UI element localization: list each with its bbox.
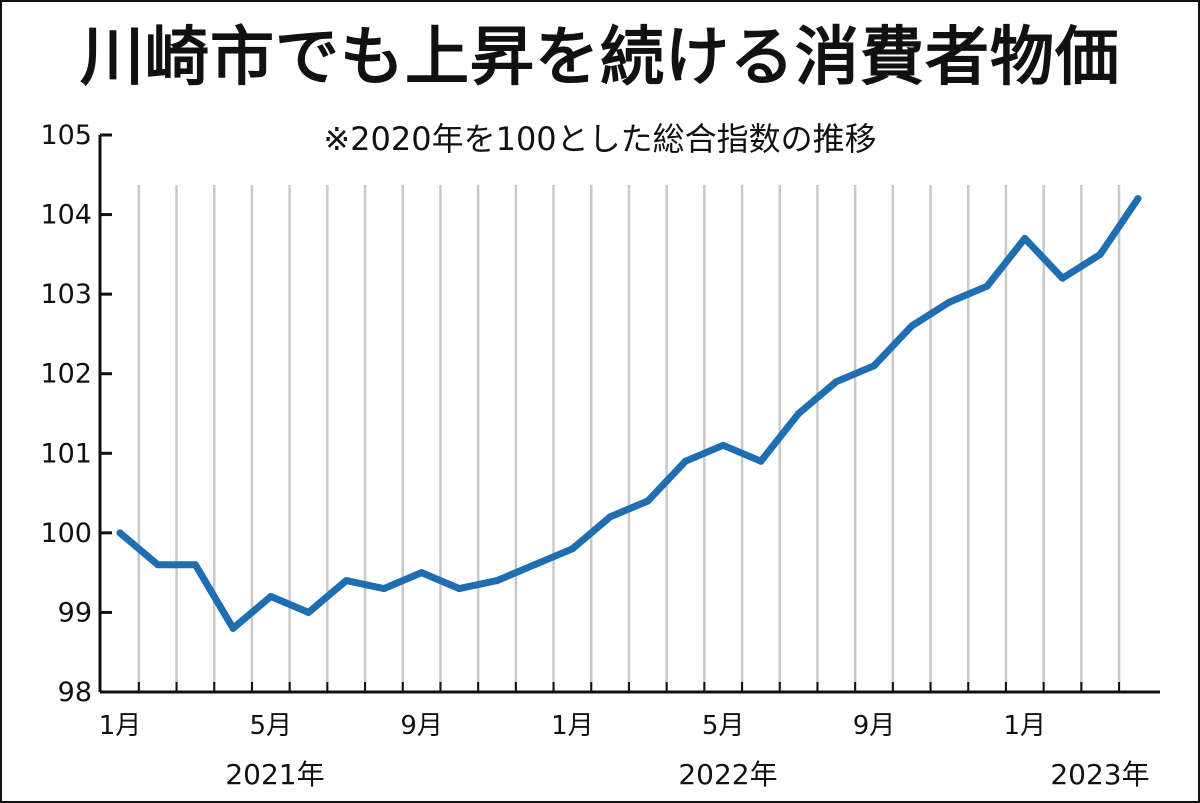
data-point	[870, 362, 878, 370]
y-tick-label: 100	[40, 518, 92, 549]
data-point	[191, 561, 199, 569]
x-tick-label: 9月	[853, 711, 896, 741]
data-point	[945, 298, 953, 306]
data-point	[305, 608, 312, 616]
data-point	[795, 410, 803, 417]
data-point	[1134, 195, 1142, 203]
x-tick-label: 1月	[551, 711, 594, 741]
data-point	[908, 322, 916, 330]
data-point	[644, 497, 652, 505]
data-point	[154, 561, 162, 569]
data-point	[1059, 274, 1066, 282]
axes	[98, 135, 1160, 694]
year-labels: 2021年 2022年 2023年	[225, 758, 1149, 791]
data-point	[418, 569, 426, 577]
x-tick-label: 5月	[250, 711, 293, 741]
data-point	[568, 545, 576, 553]
y-tick-label: 101	[40, 438, 92, 469]
data-point	[1021, 234, 1029, 242]
data-point	[719, 441, 727, 449]
year-label: 2022年	[678, 758, 777, 791]
data-point	[267, 593, 275, 601]
data-point	[832, 378, 840, 386]
year-label: 2021年	[225, 758, 324, 791]
x-tick-label: 9月	[400, 711, 443, 741]
year-label: 2023年	[1050, 758, 1149, 791]
series-layer	[116, 195, 1142, 632]
x-tick-label: 1月	[99, 711, 142, 741]
data-point	[455, 585, 463, 593]
data-point	[682, 457, 689, 465]
data-point	[493, 577, 501, 585]
series-line	[116, 195, 1142, 632]
x-ticks: 1月 5月 9月 1月 5月 9月 1月	[99, 682, 1121, 741]
chart-title: 川崎市でも上昇を続ける消費者物価	[80, 21, 1120, 95]
y-tick-label: 103	[40, 279, 92, 310]
y-tick-label: 105	[40, 120, 92, 151]
gridlines	[137, 185, 1121, 692]
data-point	[757, 457, 765, 465]
y-ticks: 105 104 103 102 101 100 99 98	[40, 120, 112, 708]
data-point	[342, 577, 350, 585]
y-tick-label: 98	[58, 677, 92, 708]
chart-subtitle: ※2020年を100とした総合指数の推移	[323, 120, 876, 158]
data-point	[380, 585, 388, 593]
x-tick-label: 5月	[702, 711, 745, 741]
data-point	[531, 561, 539, 569]
y-tick-label: 99	[58, 597, 92, 628]
x-tick-label: 1月	[1004, 711, 1047, 741]
data-point	[229, 624, 237, 632]
data-point	[116, 529, 124, 537]
data-point	[1096, 250, 1104, 258]
data-point	[983, 282, 991, 290]
data-point	[606, 513, 614, 521]
y-tick-label: 102	[40, 359, 92, 390]
y-tick-label: 104	[40, 200, 92, 231]
